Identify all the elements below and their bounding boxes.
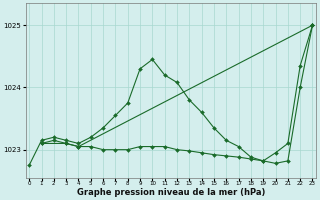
X-axis label: Graphe pression niveau de la mer (hPa): Graphe pression niveau de la mer (hPa) bbox=[77, 188, 265, 197]
